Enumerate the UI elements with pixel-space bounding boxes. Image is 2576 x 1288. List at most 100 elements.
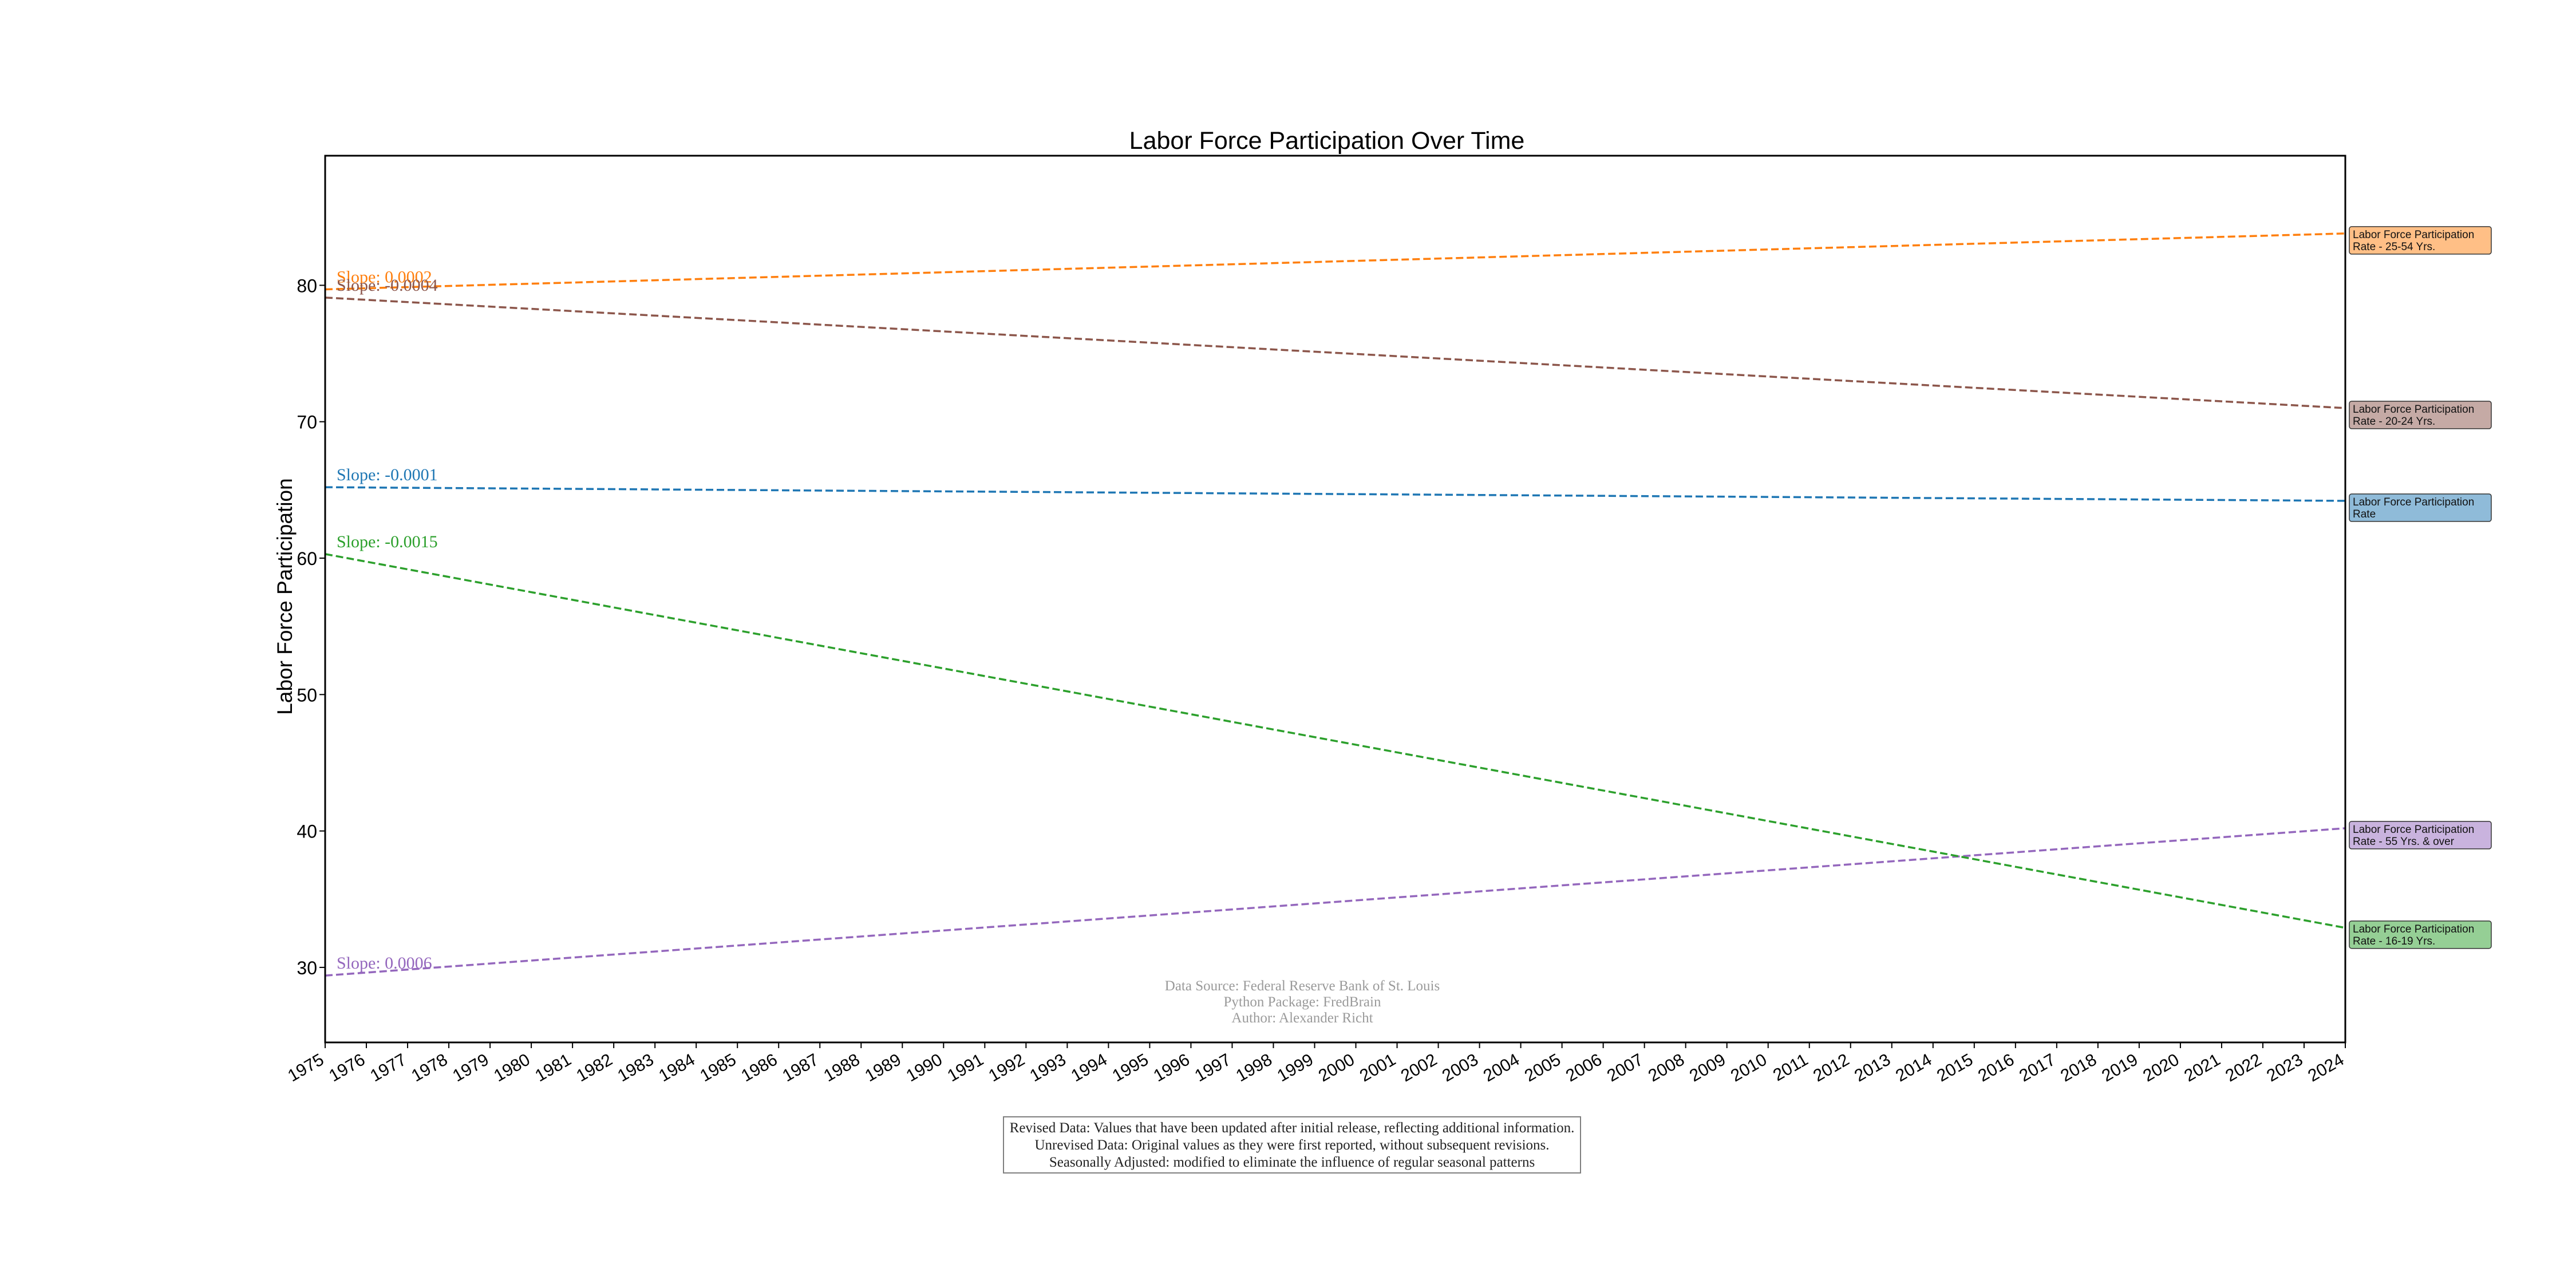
x-tick-label: 2012 — [1810, 1050, 1852, 1085]
legend-label-text: Labor Force Participation — [2353, 229, 2474, 241]
legend-label-text: Rate — [2353, 508, 2376, 520]
x-tick-label: 1975 — [285, 1050, 327, 1085]
legend-label-box — [2349, 493, 2492, 522]
series-line — [325, 827, 2346, 977]
x-tick-label: 2020 — [2140, 1050, 2182, 1085]
legend-label-box — [2349, 226, 2492, 255]
y-axis-ticks: 30 40 50 60 70 80 — [297, 275, 325, 978]
y-tick-label: 50 — [297, 685, 317, 705]
x-tick-label: 1981 — [532, 1050, 574, 1085]
x-tick-label: 1991 — [945, 1050, 987, 1085]
x-tick-label: 2007 — [1604, 1050, 1646, 1085]
data-source-line: Author: Alexander Richt — [1231, 1010, 1373, 1026]
x-tick-label: 1997 — [1192, 1050, 1234, 1085]
data-notes-box: Revised Data: Values that have been upda… — [1003, 1116, 1581, 1174]
x-tick-label: 2010 — [1728, 1050, 1770, 1085]
chart-title: Labor Force Participation Over Time — [1129, 127, 1525, 155]
x-axis-ticks: 1975197619771978197919801981198219831984… — [285, 1042, 2348, 1085]
data-source-line: Python Package: FredBrain — [1224, 994, 1381, 1010]
series-line — [325, 486, 2346, 502]
x-tick-label: 1989 — [862, 1050, 904, 1085]
series-line — [325, 297, 2346, 409]
x-tick-label: 2015 — [1934, 1050, 1976, 1085]
x-tick-label: 1992 — [986, 1050, 1028, 1085]
y-axis-label: Labor Force Participation — [273, 478, 297, 714]
y-tick-label: 60 — [297, 548, 317, 569]
x-tick-label: 1976 — [326, 1050, 368, 1085]
x-tick-label: 1987 — [779, 1050, 821, 1085]
x-tick-label: 2022 — [2222, 1050, 2265, 1085]
legend-label-text: Labor Force Participation — [2353, 404, 2474, 416]
x-tick-label: 1985 — [697, 1050, 739, 1085]
legend-label-box — [2349, 920, 2492, 949]
x-tick-label: 1982 — [573, 1050, 615, 1085]
y-tick-label: 80 — [297, 275, 317, 296]
x-tick-label: 1993 — [1027, 1050, 1069, 1085]
legend-label-text: Labor Force Participation — [2353, 824, 2474, 836]
x-tick-label: 2003 — [1439, 1050, 1481, 1085]
series-layer — [325, 232, 2346, 977]
x-tick-label: 2002 — [1398, 1050, 1440, 1085]
x-tick-label: 1979 — [449, 1050, 492, 1085]
note-unrevised: Unrevised Data: Original values as they … — [1034, 1137, 1550, 1153]
x-tick-label: 1986 — [738, 1050, 780, 1085]
x-tick-label: 2004 — [1480, 1050, 1523, 1085]
x-tick-label: 2018 — [2057, 1050, 2100, 1085]
x-tick-label: 1978 — [408, 1050, 451, 1085]
x-tick-label: 2014 — [1893, 1050, 1935, 1085]
slope-label: Slope: 0.0006 — [337, 954, 432, 973]
x-tick-label: 2000 — [1315, 1050, 1358, 1085]
x-tick-label: 1977 — [367, 1050, 409, 1085]
y-tick-label: 70 — [297, 412, 317, 433]
note-seasonally-adjusted: Seasonally Adjusted: modified to elimina… — [1049, 1155, 1535, 1170]
legend-label-box — [2349, 401, 2492, 429]
x-tick-label: 1980 — [491, 1050, 533, 1085]
slope-label: Slope: -0.0001 — [337, 465, 438, 484]
x-tick-label: 1988 — [820, 1050, 863, 1085]
y-tick-label: 40 — [297, 821, 317, 842]
x-tick-label: 2011 — [1770, 1050, 1811, 1085]
x-tick-label: 2023 — [2263, 1050, 2306, 1085]
x-tick-label: 1995 — [1109, 1050, 1152, 1085]
x-tick-label: 2001 — [1357, 1050, 1399, 1085]
x-tick-label: 2009 — [1686, 1050, 1729, 1085]
series-line — [325, 553, 2346, 929]
series-line — [325, 232, 2346, 291]
x-tick-label: 1996 — [1151, 1050, 1193, 1085]
legend-label-text: Rate - 55 Yrs. & over — [2353, 836, 2455, 848]
x-tick-label: 1999 — [1274, 1050, 1317, 1085]
slope-label: Slope: -0.0015 — [337, 532, 438, 551]
y-tick-label: 30 — [297, 958, 317, 978]
x-tick-label: 2008 — [1645, 1050, 1688, 1085]
x-tick-label: 1990 — [903, 1050, 945, 1085]
x-tick-label: 1983 — [614, 1050, 657, 1085]
legend-label-text: Rate - 25-54 Yrs. — [2353, 241, 2435, 253]
legend-label-text: Labor Force Participation — [2353, 496, 2474, 508]
data-source-line: Data Source: Federal Reserve Bank of St.… — [1165, 978, 1440, 994]
slope-label: Slope: -0.0004 — [337, 276, 438, 295]
x-tick-label: 2017 — [2016, 1050, 2059, 1085]
legend-label-text: Rate - 20-24 Yrs. — [2353, 416, 2435, 428]
x-tick-label: 2019 — [2099, 1050, 2141, 1085]
x-tick-label: 1998 — [1233, 1050, 1275, 1085]
x-tick-label: 2013 — [1851, 1050, 1894, 1085]
x-tick-label: 2006 — [1563, 1050, 1605, 1085]
legend-label-text: Labor Force Participation — [2353, 923, 2474, 935]
x-tick-label: 1994 — [1068, 1050, 1111, 1085]
plot-frame — [324, 155, 2346, 1044]
x-tick-label: 2016 — [1975, 1050, 2017, 1085]
x-tick-label: 2021 — [2181, 1050, 2223, 1085]
slope-label: Slope: 0.0002 — [337, 268, 432, 287]
data-source-annotation: Data Source: Federal Reserve Bank of St.… — [1165, 978, 1440, 1026]
legend-label-text: Rate - 16-19 Yrs. — [2353, 935, 2435, 947]
x-tick-label: 2005 — [1522, 1050, 1564, 1085]
note-revised: Revised Data: Values that have been upda… — [1009, 1120, 1575, 1136]
x-tick-label: 2024 — [2305, 1050, 2347, 1085]
